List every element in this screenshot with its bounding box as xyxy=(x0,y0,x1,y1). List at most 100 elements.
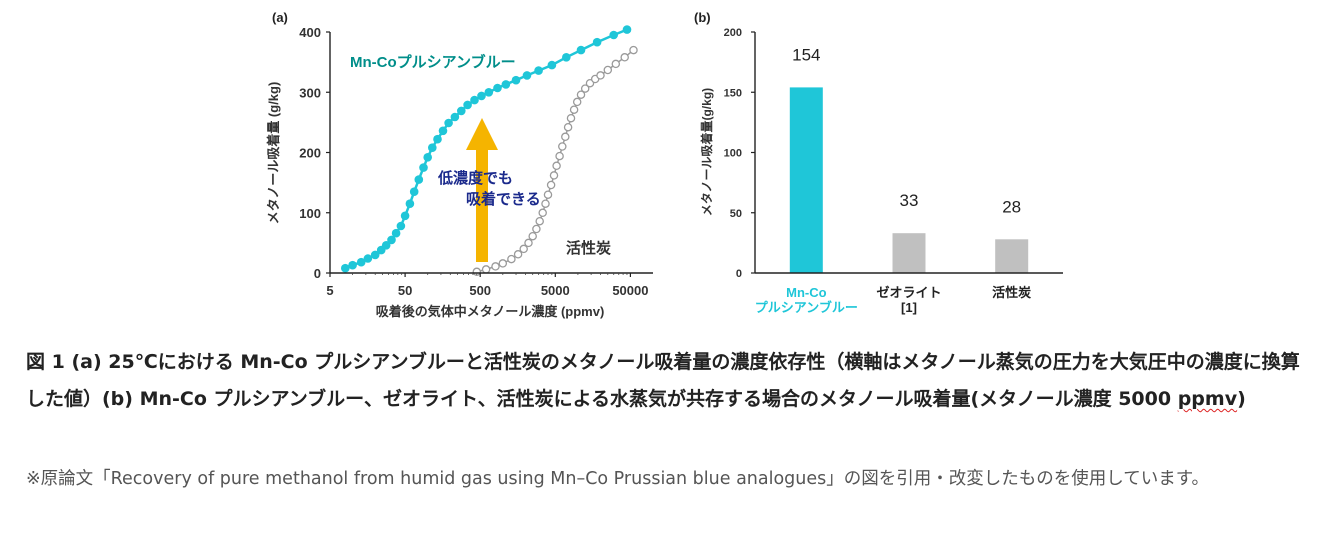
panel-a-y-tick-label: 100 xyxy=(299,206,321,221)
series-0-point xyxy=(409,187,419,196)
series-1-point xyxy=(596,71,605,80)
figure-caption: 図 1 (a) 25℃における Mn-Co プルシアンブルーと活性炭のメタノール… xyxy=(26,344,1318,418)
series-0-point xyxy=(438,126,448,136)
panel-b-label: (b) xyxy=(694,10,711,25)
bar-0 xyxy=(789,87,823,274)
series-0-point xyxy=(484,88,494,97)
series-1-point xyxy=(603,65,613,75)
series-1-point xyxy=(561,132,570,142)
series-0-point xyxy=(381,241,391,250)
series-0-point xyxy=(348,260,357,270)
series-0-point xyxy=(363,254,373,263)
series-1-point xyxy=(546,180,556,190)
source-note: ※原論文「Recovery of pure methanol from humi… xyxy=(26,469,1209,489)
series-0-point xyxy=(396,221,406,231)
series-1-point xyxy=(541,199,550,208)
category-label: Mn-Co xyxy=(786,285,826,300)
series-0-point xyxy=(356,257,366,267)
panel-a-x-tick-label: 50000 xyxy=(612,283,648,298)
series-0-point xyxy=(576,45,586,55)
bar-value-label: 28 xyxy=(1002,197,1021,216)
caption-main: 図 1 (a) 25℃における Mn-Co プルシアンブルーと活性炭のメタノール… xyxy=(26,351,1300,410)
panel-a-x-tick-label: 5000 xyxy=(541,283,570,298)
series-0-point xyxy=(391,228,401,238)
panel-a-y-tick-label: 200 xyxy=(299,146,321,161)
series-1-point xyxy=(558,142,567,151)
panel-a-y-tick-label: 0 xyxy=(314,266,321,281)
series-1-point xyxy=(538,208,547,218)
panel-b-y-tick-label: 0 xyxy=(736,268,742,280)
caption-end: ) xyxy=(1237,388,1246,410)
panel-a-y-tick-label: 400 xyxy=(299,25,321,40)
series-1-point xyxy=(524,238,533,248)
series-1-point xyxy=(532,224,541,234)
panel-b-axes: 0 50 100 150 200 xyxy=(724,27,1063,280)
panel-a-axes: 0 100 200 300 400 5 50 500 5000 50000 xyxy=(299,25,653,298)
series-0-point xyxy=(534,66,543,75)
series-0-point xyxy=(501,80,511,89)
series-1-point xyxy=(549,171,559,180)
series-0-point xyxy=(622,25,632,34)
series-0-point xyxy=(470,95,479,105)
series-1-point xyxy=(629,45,638,55)
series-0-point xyxy=(387,235,396,245)
series-1-point xyxy=(572,97,582,107)
bar-value-label: 33 xyxy=(900,191,919,210)
panel-b-bars: 154 Mn-Coプルシアンブルー 33 ゼオライト[1] 28 活性炭 xyxy=(755,45,1031,315)
series-1-point xyxy=(543,190,553,199)
panel-b-bar-chart: (b) 154 Mn-Coプルシアンブルー 33 ゼオライト[1] 28 活性炭 0 50 1… xyxy=(694,10,1063,315)
series-1-point xyxy=(555,151,564,161)
panel-a-isotherm-chart: (a) 0 100 200 300 400 5 50 500 5000 50000 メタノール吸着… xyxy=(266,10,653,319)
series-label-mnco: Mn-Coプルシアンブルー xyxy=(350,53,516,71)
series-0-point xyxy=(457,106,466,116)
panel-b-y-tick-label: 50 xyxy=(730,208,742,220)
series-0-point xyxy=(511,75,521,85)
series-0-point xyxy=(522,71,532,80)
series-0-point xyxy=(433,134,442,144)
series-1-point xyxy=(576,90,586,99)
series-1-point xyxy=(580,84,590,93)
arrow-label-line-2: 吸着できる xyxy=(466,190,541,208)
panel-a-curves xyxy=(341,25,638,277)
series-1-point xyxy=(611,59,621,69)
series-line-1 xyxy=(476,49,634,273)
series-0-point xyxy=(400,211,410,221)
panel-a-x-axis-title: 吸着後の気体中メタノール濃度 (ppmv) xyxy=(376,304,605,319)
series-1-point xyxy=(498,259,508,268)
series-1-point xyxy=(569,105,579,114)
panel-a-x-tick-label: 5 xyxy=(326,283,333,298)
series-0-point xyxy=(414,175,424,184)
series-1-point xyxy=(528,231,537,241)
panel-a-x-tick-label: 50 xyxy=(398,283,412,298)
panel-a-x-tick-label: 500 xyxy=(469,283,491,298)
panel-b-y-tick-label: 200 xyxy=(724,27,742,39)
series-1-point xyxy=(507,254,516,264)
series-1-point xyxy=(566,113,576,123)
bar-value-label: 154 xyxy=(792,45,820,64)
bar-2 xyxy=(995,239,1029,273)
series-1-point xyxy=(552,161,561,171)
caption-unit: ppmv xyxy=(1177,388,1238,410)
category-label: [1] xyxy=(901,300,917,315)
series-0-point xyxy=(562,53,571,62)
series-1-point xyxy=(481,265,491,274)
panel-a-label: (a) xyxy=(272,10,288,25)
series-0-point xyxy=(463,100,472,110)
panel-b-y-axis-title: メタノール吸着量(g/kg) xyxy=(699,88,714,216)
series-1-point xyxy=(563,122,573,132)
series-label-activated-carbon: 活性炭 xyxy=(566,239,611,257)
series-1-point xyxy=(519,244,528,254)
series-1-point xyxy=(513,250,523,259)
arrow-label-line-1: 低濃度でも xyxy=(437,169,513,187)
bar-1 xyxy=(892,233,926,273)
series-1-point xyxy=(491,262,500,271)
panel-b-y-tick-label: 150 xyxy=(724,87,742,99)
series-0-point xyxy=(609,30,618,40)
up-arrow xyxy=(466,118,498,262)
series-0-point xyxy=(428,143,437,152)
series-1-point xyxy=(620,53,629,62)
series-1-point xyxy=(535,216,544,226)
category-label: プルシアンブルー xyxy=(755,300,858,315)
panel-a-y-tick-label: 300 xyxy=(299,85,321,100)
